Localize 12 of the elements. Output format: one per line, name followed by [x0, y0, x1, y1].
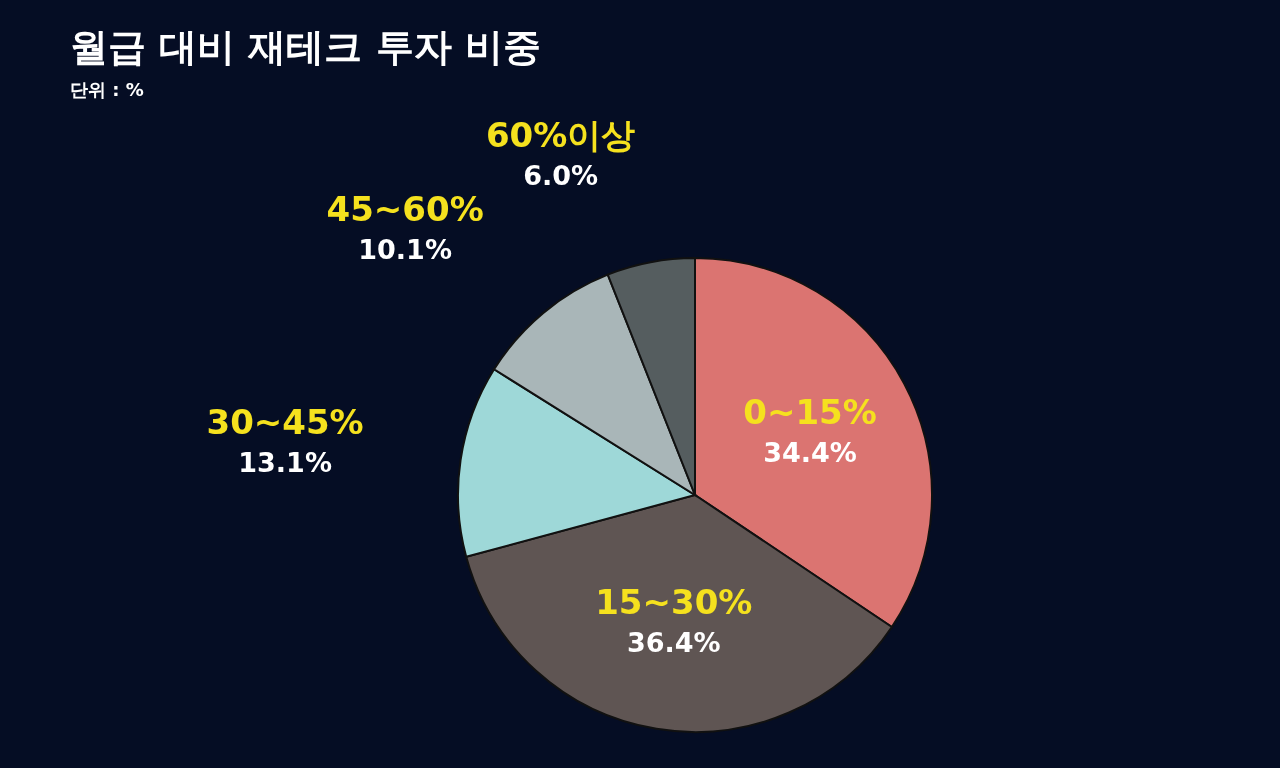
- slice-label: 15~30%: [595, 581, 753, 622]
- slice-label: 30~45%: [206, 402, 364, 443]
- chart-title: 월급 대비 재테크 투자 비중: [70, 25, 541, 70]
- data-label: 6.0%: [523, 160, 599, 192]
- slice-label: 45~60%: [326, 188, 484, 229]
- chart-subtitle: 단위 : %: [70, 79, 144, 101]
- slice-label: 60%이상: [485, 115, 636, 156]
- data-label: 13.1%: [238, 447, 332, 479]
- data-label: 34.4%: [763, 436, 857, 468]
- slice-label: 0~15%: [743, 391, 877, 432]
- data-label: 10.1%: [358, 233, 452, 265]
- data-label: 36.4%: [626, 626, 721, 658]
